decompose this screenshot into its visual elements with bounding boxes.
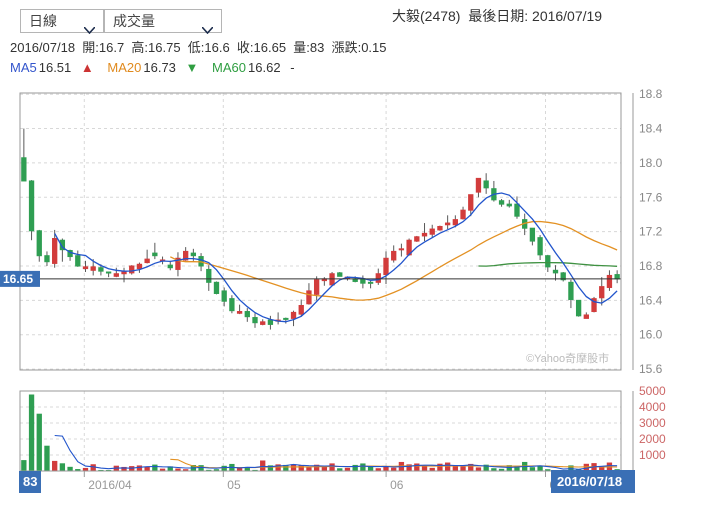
svg-text:16.4: 16.4 [639,293,663,307]
svg-text:18.0: 18.0 [639,156,663,170]
svg-text:16.0: 16.0 [639,328,663,342]
svg-text:17.2: 17.2 [639,225,663,239]
svg-text:83: 83 [23,474,37,489]
svg-text:17.6: 17.6 [639,190,663,204]
svg-text:15.6: 15.6 [639,362,663,376]
svg-text:2016/07/18: 2016/07/18 [557,474,622,489]
svg-text:05: 05 [227,478,241,492]
svg-text:5000: 5000 [639,384,666,398]
svg-text:16.65: 16.65 [3,272,33,286]
svg-text:18.4: 18.4 [639,122,663,136]
svg-text:06: 06 [390,478,404,492]
svg-text:16.8: 16.8 [639,259,663,273]
svg-text:1000: 1000 [639,448,666,462]
svg-text:18.8: 18.8 [639,87,663,101]
svg-text:2000: 2000 [639,432,666,446]
svg-text:3000: 3000 [639,416,666,430]
svg-text:4000: 4000 [639,400,666,414]
svg-text:2016/04: 2016/04 [88,478,132,492]
svg-text:©Yahoo奇摩股市: ©Yahoo奇摩股市 [526,351,609,365]
